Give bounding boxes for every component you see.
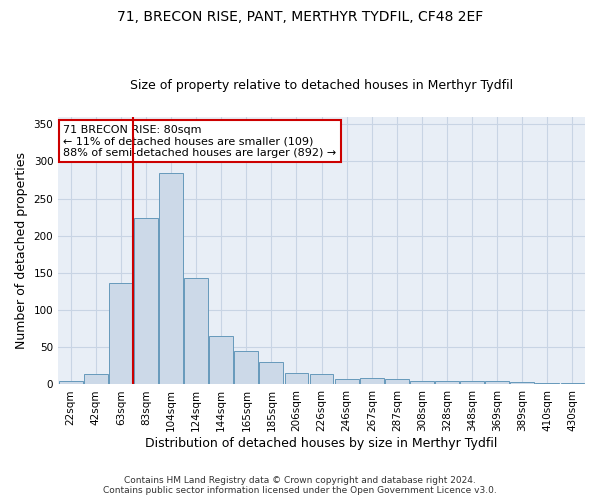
Bar <box>59 380 83 384</box>
Bar <box>560 383 584 384</box>
Text: 71, BRECON RISE, PANT, MERTHYR TYDFIL, CF48 2EF: 71, BRECON RISE, PANT, MERTHYR TYDFIL, C… <box>117 10 483 24</box>
Bar <box>259 362 283 384</box>
Bar <box>84 374 108 384</box>
Text: 71 BRECON RISE: 80sqm
← 11% of detached houses are smaller (109)
88% of semi-det: 71 BRECON RISE: 80sqm ← 11% of detached … <box>64 125 337 158</box>
Bar <box>511 382 534 384</box>
Bar <box>159 172 183 384</box>
Bar <box>435 380 459 384</box>
Bar <box>184 278 208 384</box>
Bar <box>535 383 559 384</box>
Title: Size of property relative to detached houses in Merthyr Tydfil: Size of property relative to detached ho… <box>130 79 513 92</box>
Bar <box>460 380 484 384</box>
Bar <box>134 218 158 384</box>
Bar <box>310 374 334 384</box>
Bar <box>360 378 383 384</box>
Bar <box>109 282 133 384</box>
Y-axis label: Number of detached properties: Number of detached properties <box>15 152 28 349</box>
Bar <box>410 382 434 384</box>
Text: Contains HM Land Registry data © Crown copyright and database right 2024.
Contai: Contains HM Land Registry data © Crown c… <box>103 476 497 495</box>
Bar <box>385 378 409 384</box>
Bar <box>235 351 258 384</box>
X-axis label: Distribution of detached houses by size in Merthyr Tydfil: Distribution of detached houses by size … <box>145 437 498 450</box>
Bar <box>335 378 359 384</box>
Bar <box>284 372 308 384</box>
Bar <box>209 336 233 384</box>
Bar <box>485 382 509 384</box>
